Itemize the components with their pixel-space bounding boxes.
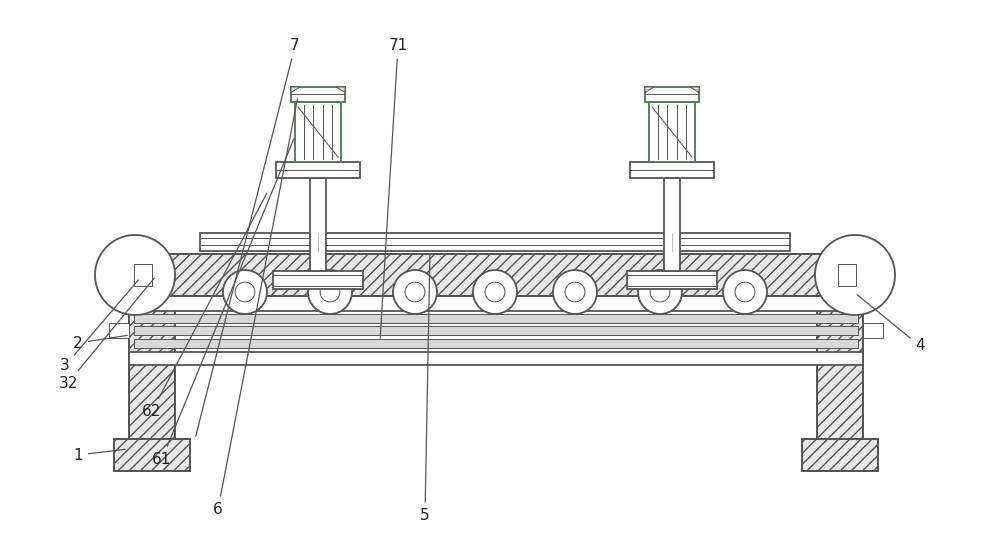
Ellipse shape <box>723 270 767 314</box>
Polygon shape <box>645 87 654 93</box>
Bar <box>664 178 680 271</box>
Text: 71: 71 <box>380 39 408 338</box>
Bar <box>133 254 857 296</box>
Text: 61: 61 <box>152 138 294 467</box>
Ellipse shape <box>308 270 352 314</box>
Ellipse shape <box>223 270 267 314</box>
Ellipse shape <box>393 270 437 314</box>
Ellipse shape <box>320 282 340 302</box>
Ellipse shape <box>485 282 505 302</box>
Bar <box>129 296 863 311</box>
Bar <box>276 162 360 178</box>
Bar <box>649 102 695 162</box>
Bar <box>627 271 717 289</box>
Text: 2: 2 <box>73 336 127 350</box>
Text: 4: 4 <box>857 295 925 354</box>
Polygon shape <box>336 87 345 93</box>
Bar <box>630 162 714 178</box>
Bar <box>129 301 175 439</box>
Bar <box>645 87 699 102</box>
Bar <box>134 326 858 335</box>
Text: 32: 32 <box>58 278 154 391</box>
Ellipse shape <box>95 235 175 315</box>
Bar <box>109 323 129 338</box>
Ellipse shape <box>650 282 670 302</box>
Bar <box>129 301 175 439</box>
Ellipse shape <box>235 282 255 302</box>
Bar <box>133 254 857 296</box>
Bar <box>291 87 345 102</box>
Text: 3: 3 <box>60 280 138 374</box>
Bar <box>134 264 152 286</box>
Bar <box>114 439 190 471</box>
Text: 5: 5 <box>420 254 430 522</box>
Text: 7: 7 <box>196 39 300 436</box>
Bar <box>802 439 878 471</box>
Ellipse shape <box>405 282 425 302</box>
Ellipse shape <box>638 270 682 314</box>
Polygon shape <box>690 87 699 93</box>
Bar <box>817 301 863 439</box>
Polygon shape <box>291 87 300 93</box>
Bar <box>129 352 863 365</box>
Text: 6: 6 <box>213 99 297 516</box>
Bar <box>273 271 363 289</box>
Ellipse shape <box>735 282 755 302</box>
Bar <box>310 178 326 271</box>
Bar <box>802 439 878 471</box>
Bar <box>863 323 883 338</box>
Bar <box>817 301 863 439</box>
Ellipse shape <box>565 282 585 302</box>
Text: 62: 62 <box>142 193 267 419</box>
Ellipse shape <box>815 235 895 315</box>
Bar <box>295 102 341 162</box>
Ellipse shape <box>473 270 517 314</box>
Bar <box>200 233 790 251</box>
Text: 1: 1 <box>73 447 125 462</box>
Bar <box>134 339 858 348</box>
Bar <box>134 314 858 323</box>
Ellipse shape <box>553 270 597 314</box>
Bar <box>838 264 856 286</box>
Bar <box>114 439 190 471</box>
